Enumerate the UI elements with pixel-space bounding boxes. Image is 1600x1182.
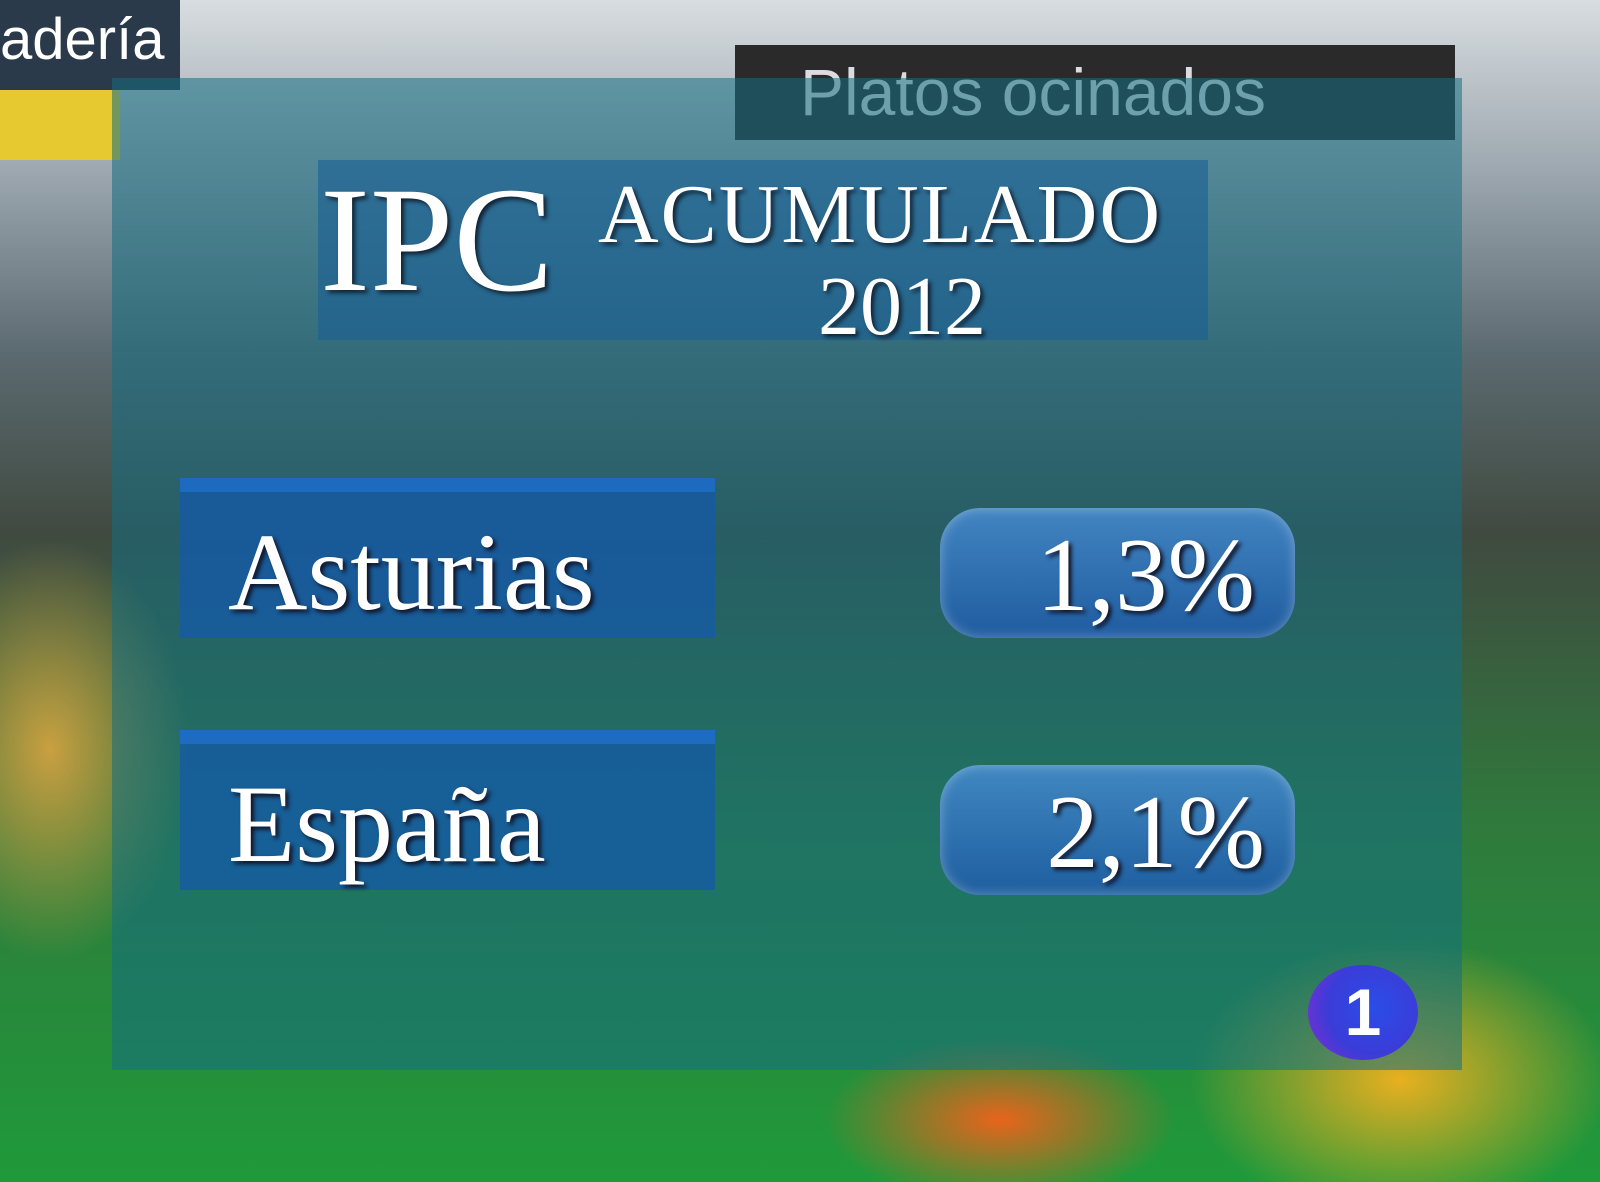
region-label: España	[228, 763, 546, 885]
title-year: 2012	[818, 260, 986, 353]
value-label: 2,1%	[1046, 773, 1265, 890]
channel-logo-icon: 1	[1308, 965, 1418, 1060]
yellow-sign	[0, 90, 120, 160]
title-acumulado: ACUMULADO	[598, 168, 1162, 261]
region-bar-asturias: Asturias	[180, 478, 715, 638]
region-bar-espana: España	[180, 730, 715, 890]
region-label: Asturias	[228, 511, 595, 633]
value-pill-espana: 2,1%	[940, 765, 1295, 895]
value-label: 1,3%	[1036, 516, 1255, 633]
store-sign-left: adería	[0, 0, 180, 90]
value-pill-asturias: 1,3%	[940, 508, 1295, 638]
title-bar	[318, 160, 1208, 340]
title-ipc: IPC	[320, 157, 554, 323]
